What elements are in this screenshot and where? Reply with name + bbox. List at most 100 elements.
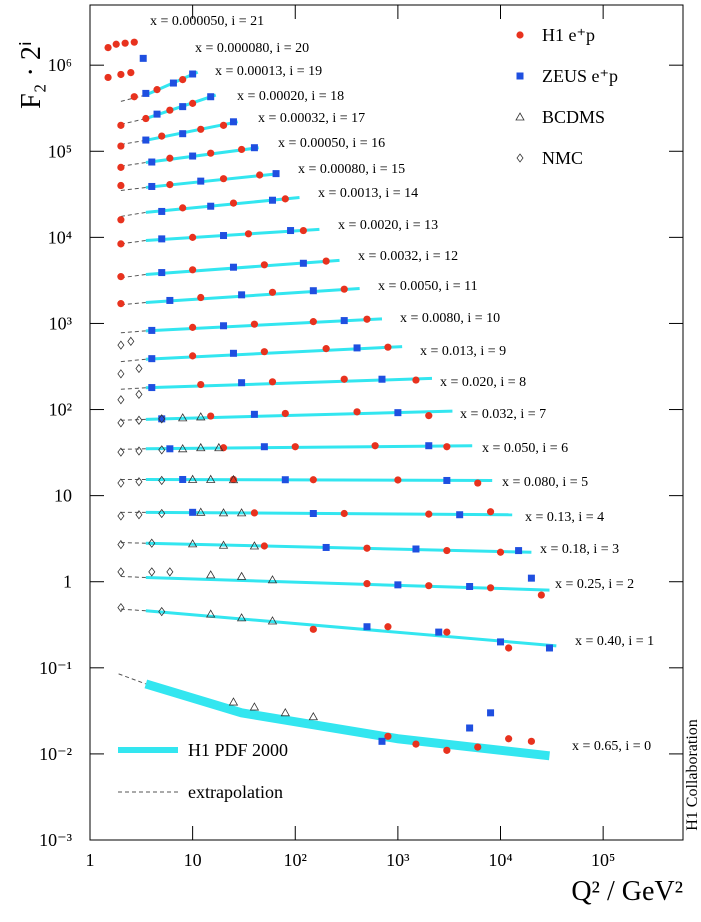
bin-label: x = 0.18, i = 3 [540, 542, 619, 557]
data-point [142, 89, 150, 97]
data-point [148, 538, 156, 548]
data-point [142, 114, 150, 123]
data-point [340, 317, 348, 325]
fit-line [145, 376, 433, 390]
data-point [545, 644, 553, 652]
fit-line [145, 477, 493, 482]
data-point [219, 121, 228, 129]
extrapolation-line [120, 448, 146, 450]
data-point [197, 380, 205, 389]
bin-label: x = 0.13, i = 4 [525, 510, 604, 525]
data-point [281, 195, 289, 203]
fit-line [145, 286, 360, 305]
data-point [220, 232, 228, 240]
data-point [153, 86, 161, 94]
bin-label: x = 0.0050, i = 11 [378, 279, 478, 294]
bin-label: x = 0.25, i = 2 [555, 577, 634, 592]
x-tick-label: 1 [86, 850, 95, 870]
data-point [177, 413, 188, 422]
y-tick-label: 10⁻¹ [39, 658, 72, 678]
bin-label: x = 0.00013, i = 19 [215, 64, 322, 79]
data-point [250, 320, 259, 328]
data-point [127, 336, 135, 346]
data-point [179, 103, 187, 111]
bin-label: x = 0.0032, i = 12 [358, 249, 458, 264]
data-point [206, 609, 216, 618]
data-point [153, 110, 161, 118]
data-point [117, 539, 125, 550]
legend-label: BCDMS [542, 107, 605, 127]
data-point [250, 410, 258, 418]
data-point [378, 737, 386, 745]
data-point [340, 375, 348, 383]
data-point [158, 415, 166, 423]
data-point [486, 584, 495, 592]
data-point [189, 323, 197, 331]
data-point [229, 349, 237, 357]
legend-marker [516, 31, 524, 39]
data-point [104, 44, 112, 52]
data-point [135, 510, 143, 520]
data-point [236, 571, 247, 580]
data-point [353, 344, 361, 352]
data-point [117, 447, 125, 457]
y-tick-label: 10³ [49, 313, 73, 333]
data-point [280, 708, 290, 717]
annotation: H1 Collaboration [684, 719, 701, 831]
data-point [117, 418, 125, 428]
data-point [169, 79, 177, 87]
data-point [229, 199, 238, 207]
data-point [117, 121, 125, 129]
data-point [189, 266, 197, 274]
data-point [260, 443, 268, 451]
data-point [238, 379, 246, 387]
data-point [515, 547, 523, 555]
extrapolation-line [120, 330, 146, 334]
data-point [206, 474, 216, 483]
data-point [309, 625, 317, 633]
data-point [218, 508, 229, 517]
extrapolation-line [120, 162, 146, 167]
data-point [474, 479, 482, 487]
y-tick-label: 1 [63, 572, 72, 592]
data-point [281, 476, 289, 484]
bin-label: x = 0.00080, i = 15 [298, 162, 405, 177]
extrapolation-line [120, 274, 146, 279]
data-point [121, 39, 129, 47]
bin-label: x = 0.000050, i = 21 [150, 14, 264, 29]
data-point [117, 567, 125, 577]
y-tick-label: 10⁵ [48, 141, 72, 161]
data-point [127, 68, 135, 77]
data-point [117, 70, 125, 79]
extrapolation-line [120, 118, 146, 125]
data-point [249, 541, 260, 550]
extrapolation-line [120, 387, 146, 390]
legend-marker [516, 153, 524, 163]
data-point [135, 477, 143, 487]
data-point [158, 606, 166, 617]
bin-label: x = 0.00050, i = 16 [278, 136, 385, 151]
extrapolation-line [120, 239, 146, 245]
data-point [229, 263, 237, 271]
data-point [443, 546, 451, 555]
data-point [228, 697, 239, 706]
data-point [135, 363, 143, 374]
data-point [425, 582, 433, 590]
legend-label: ZEUS e⁺p [542, 66, 618, 86]
data-point [272, 170, 280, 178]
data-point [291, 443, 299, 451]
data-point [148, 182, 156, 190]
data-point [505, 735, 513, 743]
data-point [148, 384, 156, 392]
data-point [443, 628, 451, 636]
data-point [486, 508, 495, 516]
data-point [378, 375, 386, 383]
data-point [207, 412, 215, 420]
bin-label: x = 0.00020, i = 18 [237, 89, 344, 104]
x-tick-label: 10 [184, 850, 202, 870]
data-point [537, 591, 545, 599]
data-point [496, 548, 505, 556]
data-point [166, 445, 174, 453]
data-point [207, 149, 215, 157]
